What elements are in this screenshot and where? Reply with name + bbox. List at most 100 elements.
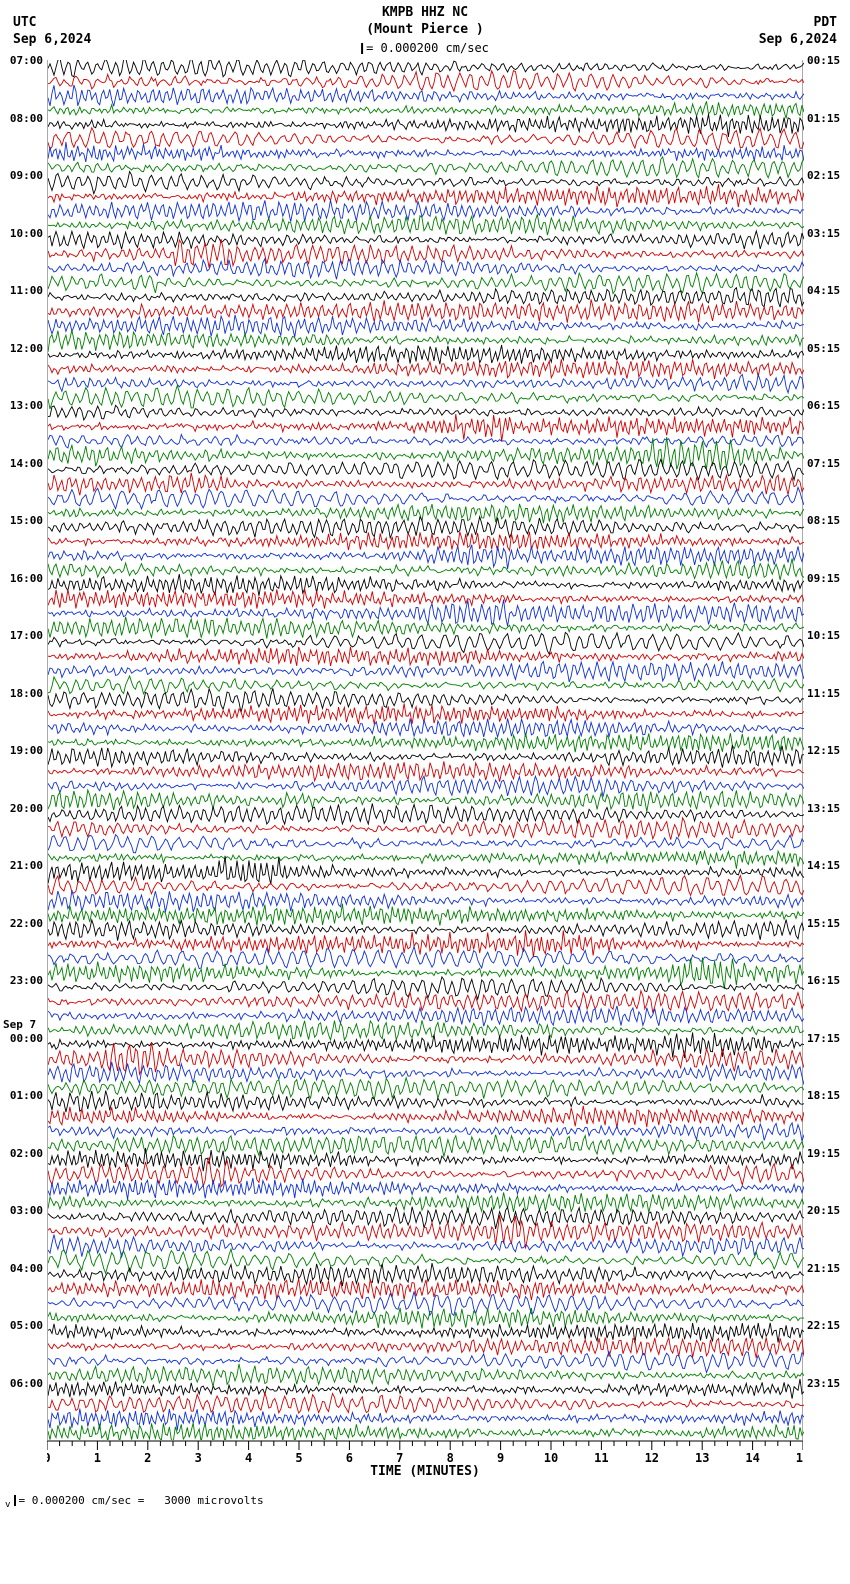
seismic-trace xyxy=(48,435,804,449)
svg-text:3: 3 xyxy=(195,1451,202,1464)
seismic-trace xyxy=(48,214,804,235)
svg-text:6: 6 xyxy=(346,1451,353,1464)
svg-text:0: 0 xyxy=(47,1451,51,1464)
seismic-trace xyxy=(48,890,804,912)
seismic-trace xyxy=(48,545,804,569)
seismic-trace xyxy=(48,231,804,249)
seismic-trace xyxy=(48,200,804,222)
seismic-trace xyxy=(48,414,804,442)
seismic-trace xyxy=(48,946,804,968)
seismic-trace xyxy=(48,1379,804,1399)
seismic-trace xyxy=(48,1078,804,1100)
svg-text:2: 2 xyxy=(144,1451,151,1464)
seismic-trace xyxy=(48,1235,804,1257)
station-code: KMPB HHZ NC xyxy=(361,5,489,22)
right-hour-label: 04:15 xyxy=(807,284,840,297)
seismic-trace xyxy=(48,574,804,596)
left-hour-label: 17:00 xyxy=(10,629,43,642)
left-hour-label: 12:00 xyxy=(10,342,43,355)
seismic-trace xyxy=(48,1123,804,1141)
seismic-trace xyxy=(48,1158,804,1187)
seismic-trace xyxy=(48,1020,804,1040)
seismic-trace xyxy=(48,405,804,420)
left-hour-label: 23:00 xyxy=(10,974,43,987)
seismic-trace xyxy=(48,991,804,1013)
seismic-trace xyxy=(48,345,804,364)
left-hour-label: 05:00 xyxy=(10,1319,43,1332)
left-hour-label: 14:00 xyxy=(10,457,43,470)
seismic-trace xyxy=(48,487,804,509)
svg-text:15: 15 xyxy=(796,1451,803,1464)
header-center: KMPB HHZ NC (Mount Pierce ) = 0.000200 c… xyxy=(361,5,489,56)
left-hour-label: 04:00 xyxy=(10,1262,43,1275)
seismic-trace xyxy=(48,761,804,781)
seismic-trace xyxy=(48,920,804,941)
seismic-trace xyxy=(48,1279,804,1301)
seismic-trace xyxy=(48,835,804,853)
seismic-trace xyxy=(48,676,804,694)
seismic-trace xyxy=(48,856,804,885)
svg-text:1: 1 xyxy=(94,1451,101,1464)
left-hour-label: 10:00 xyxy=(10,227,43,240)
svg-text:13: 13 xyxy=(695,1451,709,1464)
pdt-date: Sep 6,2024 xyxy=(759,32,837,49)
seismic-trace xyxy=(48,745,804,768)
right-hour-label: 00:15 xyxy=(807,54,840,67)
right-hour-label: 09:15 xyxy=(807,572,840,585)
right-hour-label: 12:15 xyxy=(807,744,840,757)
right-hour-label: 14:15 xyxy=(807,859,840,872)
left-hour-label: 21:00 xyxy=(10,859,43,872)
seismic-trace xyxy=(48,259,804,280)
seismic-trace xyxy=(48,1423,804,1440)
left-hour-label: 20:00 xyxy=(10,802,43,815)
left-hour-label: 19:00 xyxy=(10,744,43,757)
seismic-trace xyxy=(48,904,804,926)
left-hour-label: 07:00 xyxy=(10,54,43,67)
seismic-trace xyxy=(48,958,804,990)
seismic-trace xyxy=(48,1364,804,1387)
right-hour-label: 10:15 xyxy=(807,629,840,642)
seismic-trace xyxy=(48,1409,804,1431)
date-marker: Sep 7 xyxy=(3,1018,36,1031)
seismic-trace xyxy=(48,359,804,379)
seismic-trace xyxy=(48,1062,804,1085)
left-hour-label: 09:00 xyxy=(10,169,43,182)
seismic-trace xyxy=(48,1323,804,1343)
seismic-trace xyxy=(48,704,804,725)
right-hour-label: 06:15 xyxy=(807,399,840,412)
seismic-trace xyxy=(48,142,804,162)
svg-text:11: 11 xyxy=(594,1451,608,1464)
right-hour-label: 21:15 xyxy=(807,1262,840,1275)
right-hour-label: 07:15 xyxy=(807,457,840,470)
seismic-trace xyxy=(48,719,804,738)
seismic-trace xyxy=(48,386,804,410)
seismic-trace xyxy=(48,1106,804,1129)
svg-text:4: 4 xyxy=(245,1451,252,1464)
left-hour-label: 13:00 xyxy=(10,399,43,412)
right-hour-label: 18:15 xyxy=(807,1089,840,1102)
trace-svg xyxy=(48,60,804,1440)
right-hour-label: 02:15 xyxy=(807,169,840,182)
right-hour-label: 23:15 xyxy=(807,1377,840,1390)
svg-text:5: 5 xyxy=(295,1451,302,1464)
seismic-trace xyxy=(48,473,804,495)
seismic-trace xyxy=(48,733,804,752)
seismic-trace xyxy=(48,184,804,207)
pdt-label: PDT xyxy=(759,15,837,32)
seismic-trace xyxy=(48,589,804,609)
seismic-trace xyxy=(48,1308,804,1329)
seismic-trace xyxy=(48,1006,804,1026)
seismic-trace xyxy=(48,85,804,106)
seismic-trace xyxy=(48,330,804,352)
seismic-trace xyxy=(48,851,804,869)
x-axis: 0123456789101112131415 TIME (MINUTES) xyxy=(47,1440,803,1480)
seismic-trace xyxy=(48,71,804,91)
svg-text:7: 7 xyxy=(396,1451,403,1464)
seismic-trace xyxy=(48,504,804,523)
right-hour-label: 05:15 xyxy=(807,342,840,355)
right-hour-label: 22:15 xyxy=(807,1319,840,1332)
right-hour-label: 20:15 xyxy=(807,1204,840,1217)
utc-label: UTC xyxy=(13,15,91,32)
right-hour-label: 17:15 xyxy=(807,1032,840,1045)
station-name: (Mount Pierce ) xyxy=(361,22,489,39)
